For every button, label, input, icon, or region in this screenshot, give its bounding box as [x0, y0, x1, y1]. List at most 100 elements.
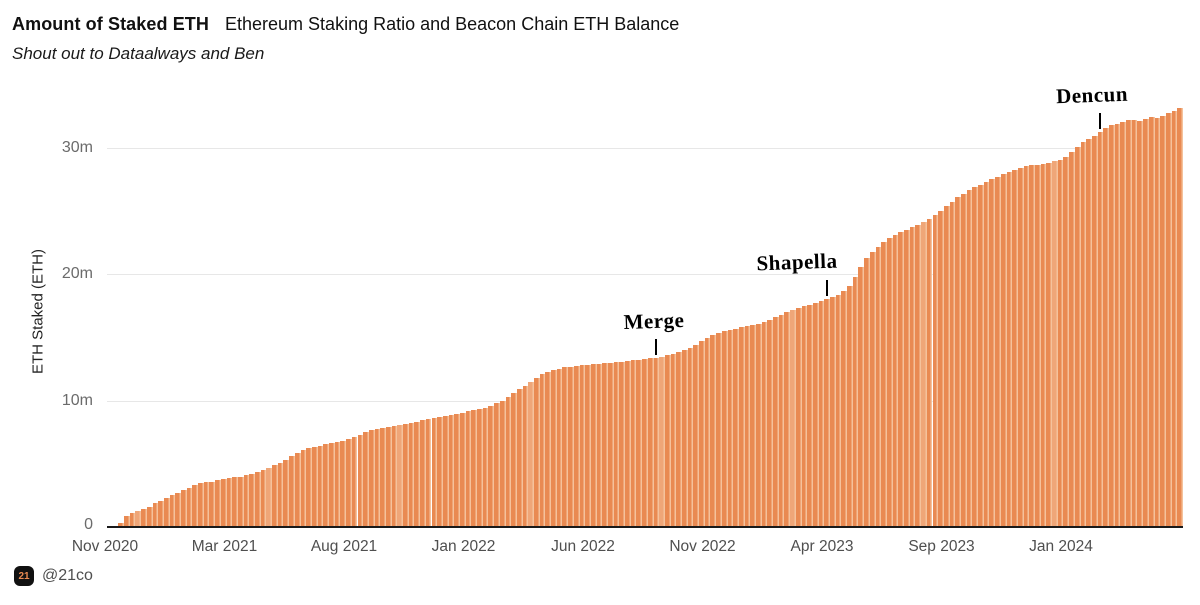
data-bar: [1143, 119, 1149, 527]
data-bar: [938, 211, 944, 528]
data-bar: [721, 331, 728, 527]
data-bar: [716, 332, 722, 527]
data-bar: [414, 421, 421, 527]
data-bar: [1131, 119, 1138, 527]
data-bar: [915, 224, 922, 527]
data-bar: [607, 362, 614, 527]
data-bar: [311, 446, 318, 527]
data-bar: [391, 426, 398, 527]
data-bar: [420, 420, 426, 527]
data-bar: [602, 363, 608, 527]
data-bar: [642, 359, 648, 527]
data-bar: [858, 266, 865, 527]
data-bar: [625, 360, 631, 527]
data-bar: [346, 438, 352, 527]
data-bar: [966, 190, 973, 527]
data-bar: [750, 324, 756, 527]
data-bar: [904, 229, 910, 527]
data-bar: [1063, 156, 1070, 527]
y-tick-label: 10m: [61, 391, 93, 409]
data-bar: [209, 481, 216, 527]
data-bar: [482, 407, 489, 527]
data-bar: [129, 513, 136, 527]
x-tick-label: Apr 2023: [790, 538, 854, 555]
data-bar: [477, 408, 483, 527]
data-bar: [573, 366, 580, 527]
data-bar: [551, 369, 557, 527]
data-bar: [471, 410, 478, 527]
data-bar: [773, 317, 779, 527]
chart-subtitle: Shout out to Dataalways and Ben: [12, 44, 265, 63]
data-bar: [659, 356, 665, 527]
data-bar: [676, 352, 682, 527]
data-bar: [664, 355, 671, 527]
annotation-tick-merge: [655, 338, 658, 355]
data-bar: [921, 222, 927, 527]
data-bar: [1108, 125, 1115, 527]
data-bar: [243, 475, 250, 527]
data-bar: [784, 312, 791, 527]
data-bar: [710, 335, 717, 527]
data-bar: [1103, 127, 1109, 527]
data-bar: [266, 467, 273, 527]
data-bar: [380, 427, 386, 527]
data-bar: [812, 302, 819, 527]
y-tick-label: 30m: [61, 139, 93, 157]
data-bar: [568, 366, 574, 527]
data-bar: [124, 515, 130, 527]
data-bar: [1171, 110, 1178, 527]
data-bar: [852, 276, 859, 527]
data-bar: [801, 306, 808, 527]
data-bar: [1120, 121, 1127, 527]
data-bar: [488, 405, 495, 527]
data-bar: [682, 350, 688, 527]
data-bar: [203, 482, 210, 527]
data-bar: [1160, 115, 1166, 527]
data-bar: [1069, 151, 1075, 527]
data-bar: [795, 307, 802, 527]
data-bar: [431, 417, 438, 527]
data-bar: [1023, 166, 1030, 527]
annotation-dencun: Dencun: [1056, 81, 1129, 108]
data-bar: [403, 424, 409, 527]
data-bar: [385, 426, 392, 527]
data-bar: [192, 485, 199, 527]
data-bar: [408, 422, 415, 527]
data-bar: [898, 232, 905, 527]
data-bar: [590, 364, 597, 527]
data-bar: [505, 396, 512, 527]
data-bar: [1165, 113, 1172, 527]
data-bar: [351, 436, 358, 527]
data-bar: [869, 251, 876, 527]
data-bar: [283, 460, 290, 527]
data-bar: [198, 483, 204, 527]
data-bar: [425, 419, 432, 527]
data-bar: [329, 443, 335, 527]
data-bar: [1017, 167, 1024, 527]
data-bar: [181, 490, 187, 527]
data-bar: [437, 417, 443, 527]
annotation-tick-shapella: [826, 280, 829, 296]
data-bar: [442, 415, 449, 527]
data-bar: [818, 300, 825, 527]
data-bar: [163, 498, 170, 527]
data-bar: [306, 448, 312, 527]
data-bar: [363, 432, 369, 527]
data-bar: [995, 176, 1001, 527]
data-bar: [289, 456, 295, 527]
data-bar: [983, 181, 990, 527]
data-bar: [704, 338, 711, 527]
data-bar: [585, 364, 591, 527]
data-bar: [756, 323, 762, 527]
data-bar: [277, 462, 284, 527]
data-bar: [272, 465, 278, 527]
data-bar: [1154, 118, 1161, 527]
data-bar: [499, 400, 506, 527]
data-bar: [215, 480, 221, 527]
data-bar: [260, 470, 267, 527]
logo-text: 21: [18, 570, 30, 582]
data-bar: [909, 227, 916, 527]
x-tick-label: Jan 2022: [431, 538, 496, 555]
data-bar: [738, 327, 745, 527]
